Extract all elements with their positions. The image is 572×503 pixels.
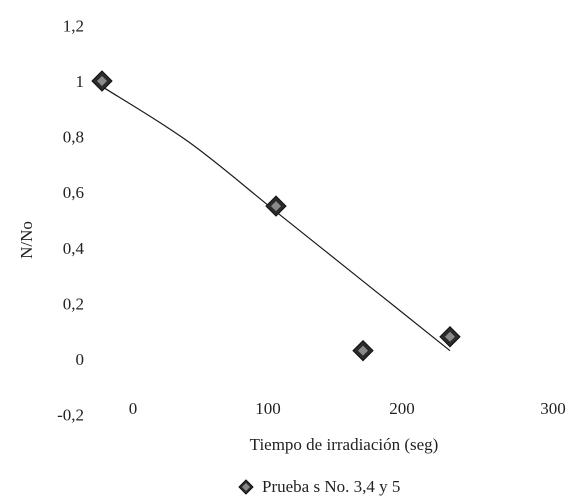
x-tick-label: 300	[540, 399, 566, 418]
y-tick-label: -0,2	[57, 406, 84, 425]
y-axis-label: N/No	[17, 221, 36, 259]
trendline	[101, 86, 451, 352]
y-tick-label: 0,6	[63, 183, 84, 202]
legend-label: Prueba s No. 3,4 y 5	[262, 477, 401, 496]
data-point	[352, 339, 374, 362]
x-tick-label: 200	[389, 399, 415, 418]
data-point	[91, 70, 113, 92]
legend: Prueba s No. 3,4 y 5	[238, 476, 400, 498]
x-tick-label: 0	[129, 399, 138, 418]
x-axis-ticks: 0 100 200 300	[129, 399, 566, 418]
y-tick-label: 0,4	[63, 239, 85, 258]
data-point	[265, 195, 287, 217]
x-tick-label: 100	[255, 399, 281, 418]
data-point	[439, 326, 461, 348]
y-tick-label: 0,8	[63, 128, 84, 147]
y-tick-label: 1,2	[63, 16, 84, 35]
y-tick-label: 0	[76, 350, 85, 369]
y-axis-ticks: -0,2 0 0,2 0,4 0,6 0,8 1 1,2	[57, 16, 84, 424]
x-axis-label: Tiempo de irradiación (seg)	[250, 435, 439, 454]
y-tick-label: 1	[76, 72, 85, 91]
data-points	[91, 70, 461, 362]
legend-diamond-icon	[238, 479, 254, 495]
y-tick-label: 0,2	[63, 294, 84, 313]
